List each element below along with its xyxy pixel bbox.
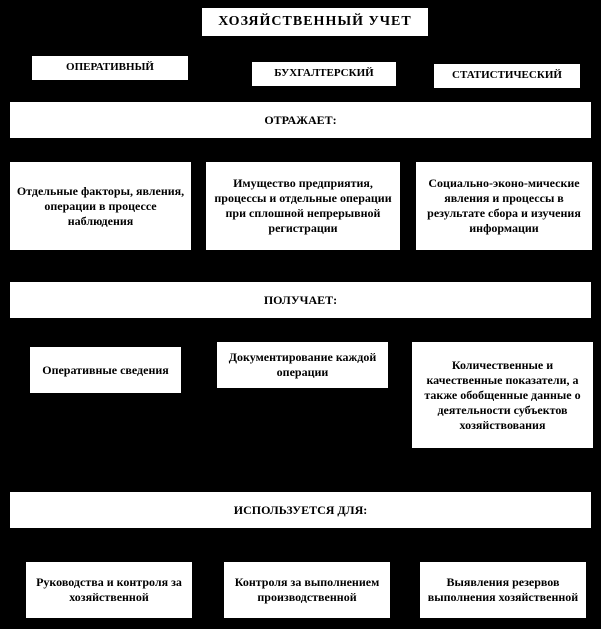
type-accounting-label: БУХГАЛТЕРСКИЙ <box>274 67 373 81</box>
used-for-col1: Руководства и контроля за хозяйственной <box>24 560 194 620</box>
root-title-text: ХОЗЯЙСТВЕННЫЙ УЧЕТ <box>218 13 411 31</box>
receives-col2: Документирование каждой операции <box>215 340 390 390</box>
section-reflects: ОТРАЖАЕТ: <box>8 100 593 140</box>
receives-col1: Оперативные сведения <box>28 345 183 395</box>
section-receives: ПОЛУЧАЕТ: <box>8 280 593 320</box>
section-used-for-label: ИСПОЛЬЗУЕТСЯ ДЛЯ: <box>234 503 368 518</box>
used-for-col1-text: Руководства и контроля за хозяйственной <box>32 575 186 605</box>
type-accounting: БУХГАЛТЕРСКИЙ <box>250 60 398 88</box>
type-statistical: СТАТИСТИЧЕСКИЙ <box>432 62 582 90</box>
reflects-col3-text: Социально-эконо-мические явления и проце… <box>422 176 586 236</box>
reflects-col1-text: Отдельные факторы, явления, операции в п… <box>16 184 185 229</box>
type-operational-label: ОПЕРАТИВНЫЙ <box>66 61 154 75</box>
used-for-col2-text: Контроля за выполнением производственной <box>230 575 384 605</box>
receives-col1-text: Оперативные сведения <box>42 363 169 378</box>
section-used-for: ИСПОЛЬЗУЕТСЯ ДЛЯ: <box>8 490 593 530</box>
section-receives-label: ПОЛУЧАЕТ: <box>264 293 337 308</box>
reflects-col3: Социально-эконо-мические явления и проце… <box>414 160 594 252</box>
used-for-col2: Контроля за выполнением производственной <box>222 560 392 620</box>
section-reflects-label: ОТРАЖАЕТ: <box>264 113 336 128</box>
type-statistical-label: СТАТИСТИЧЕСКИЙ <box>452 69 562 83</box>
used-for-col3-text: Выявления резервов выполнения хозяйствен… <box>426 575 580 605</box>
type-operational: ОПЕРАТИВНЫЙ <box>30 54 190 82</box>
used-for-col3: Выявления резервов выполнения хозяйствен… <box>418 560 588 620</box>
receives-col3-text: Количественные и качественные показатели… <box>418 358 587 433</box>
receives-col2-text: Документирование каждой операции <box>223 350 382 380</box>
reflects-col2: Имущество предприятия, процессы и отдель… <box>204 160 402 252</box>
reflects-col2-text: Имущество предприятия, процессы и отдель… <box>212 176 394 236</box>
reflects-col1: Отдельные факторы, явления, операции в п… <box>8 160 193 252</box>
receives-col3: Количественные и качественные показатели… <box>410 340 595 450</box>
root-title: ХОЗЯЙСТВЕННЫЙ УЧЕТ <box>200 6 430 38</box>
